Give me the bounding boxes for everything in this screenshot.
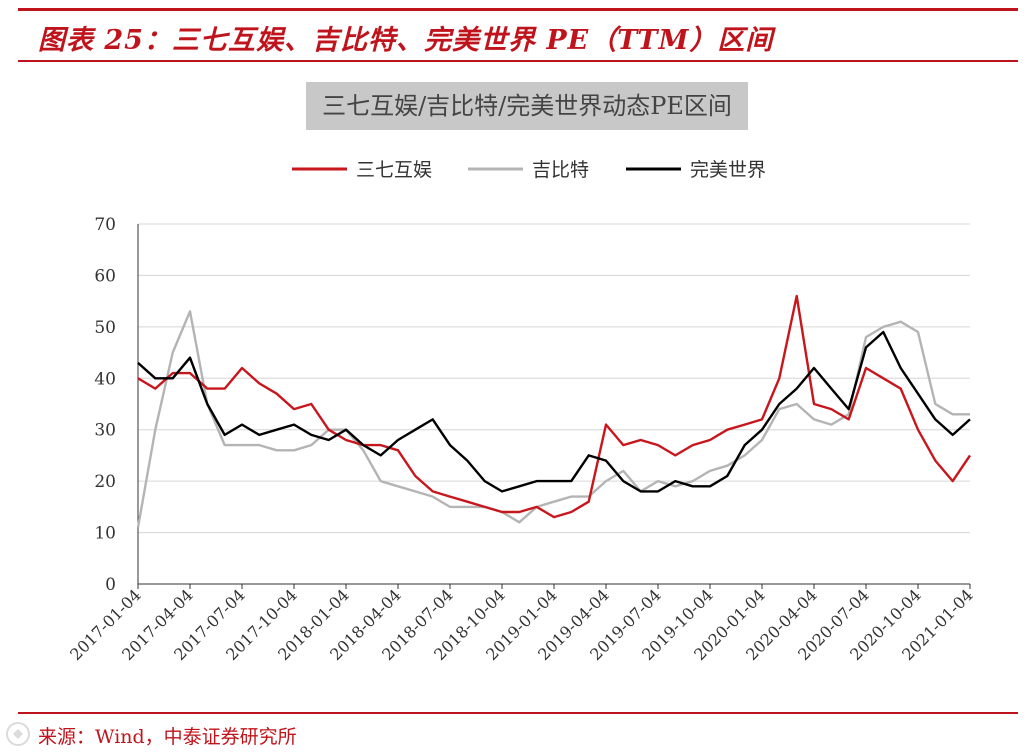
- y-tick-label: 50: [94, 318, 116, 338]
- series-line-3: [137, 330, 971, 493]
- series-line-2: [136, 310, 970, 528]
- y-tick-label: 40: [94, 369, 116, 389]
- y-tick-label: 20: [94, 472, 116, 492]
- y-tick-label: 0: [105, 575, 116, 595]
- chart-title: 三七互娱/吉比特/完美世界动态PE区间: [306, 82, 748, 130]
- top-rule: [18, 8, 1018, 11]
- legend-label: 三七互娱: [356, 159, 432, 181]
- y-tick-label: 60: [94, 266, 116, 286]
- bottom-rule: [18, 712, 1018, 714]
- source-note: 来源：Wind，中泰证券研究所: [38, 726, 297, 748]
- watermark-logo-icon: [6, 722, 30, 746]
- series-line-1: [137, 294, 971, 519]
- y-tick-label: 30: [94, 421, 116, 441]
- figure-title: 图表 25：三七互娱、吉比特、完美世界 PE（TTM）区间: [38, 25, 774, 56]
- y-tick-label: 70: [94, 215, 116, 235]
- legend-label: 完美世界: [690, 159, 766, 181]
- y-tick-label: 10: [94, 524, 116, 544]
- legend-label: 吉比特: [532, 159, 589, 181]
- title-rule: [18, 60, 1018, 62]
